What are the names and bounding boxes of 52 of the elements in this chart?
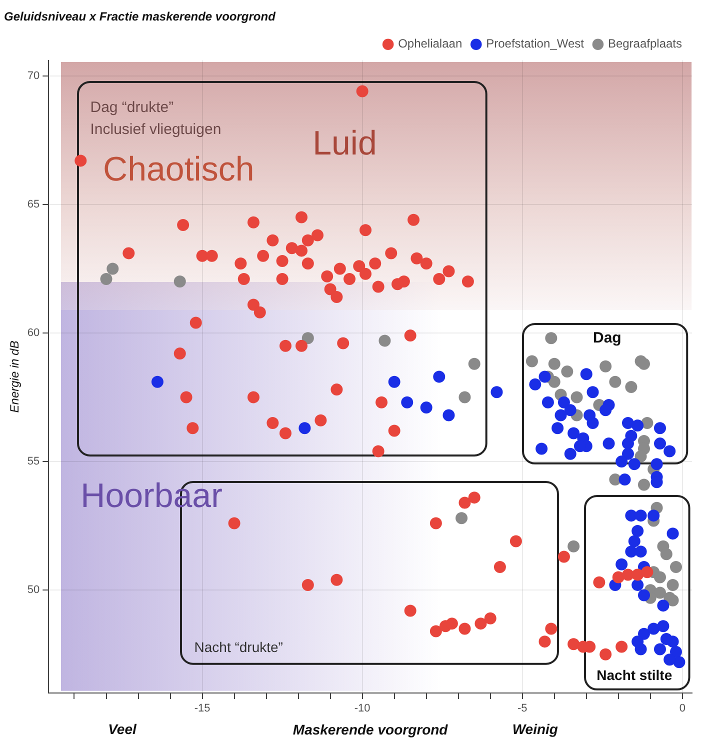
x-tick-label: 0 <box>679 702 686 715</box>
y-tick-label: 55 <box>27 456 40 468</box>
point <box>526 355 538 368</box>
annotation: Dag “drukte” <box>90 99 174 116</box>
y-tick-label: 70 <box>27 70 40 82</box>
y-tick-label: 60 <box>27 327 40 340</box>
point <box>456 512 468 524</box>
annotation: Luid <box>312 124 377 163</box>
text: Veel <box>108 720 138 737</box>
point <box>100 272 112 285</box>
text: Weinig <box>512 720 558 737</box>
point <box>561 366 574 378</box>
annotation: Dag <box>593 329 622 346</box>
x-tick-label: -5 <box>517 702 528 715</box>
y-tick-label: 65 <box>27 198 40 210</box>
point <box>458 391 471 404</box>
point <box>609 376 622 388</box>
point <box>548 358 560 370</box>
point <box>609 474 622 486</box>
y-tick-label: 50 <box>27 584 40 596</box>
y-axis-title: Energie in dB <box>8 340 22 413</box>
point <box>568 540 580 552</box>
point <box>468 358 480 370</box>
point <box>600 360 612 372</box>
point <box>570 391 583 404</box>
chart-title: Geluidsniveau x Fractie maskerende voorgrond <box>4 10 276 24</box>
point <box>174 276 186 288</box>
point <box>666 578 679 591</box>
annotation: Chaotisch <box>103 150 254 188</box>
point <box>106 262 119 275</box>
point <box>641 416 654 429</box>
point <box>654 571 666 584</box>
x-tick-label: -15 <box>194 702 210 715</box>
x-axis-title: Maskerende voorgrond <box>292 721 448 738</box>
point <box>660 548 672 560</box>
legend-label: Ophelialaan <box>398 36 462 51</box>
point <box>302 332 314 344</box>
annotation: Inclusief vliegtuigen <box>90 120 222 138</box>
annotation: Nacht “drukte” <box>194 638 284 655</box>
point <box>548 376 560 388</box>
point <box>638 478 650 491</box>
point <box>654 586 666 599</box>
point <box>625 380 638 393</box>
point <box>670 560 682 573</box>
point <box>638 358 650 370</box>
x-tick-label: -10 <box>354 702 370 715</box>
point <box>545 332 558 344</box>
legend-label: Proefstation_West <box>486 36 585 51</box>
point <box>378 334 391 347</box>
point <box>634 450 647 462</box>
annotation: Nacht stilte <box>596 667 672 684</box>
legend-label: Begraafplaats <box>608 36 682 51</box>
